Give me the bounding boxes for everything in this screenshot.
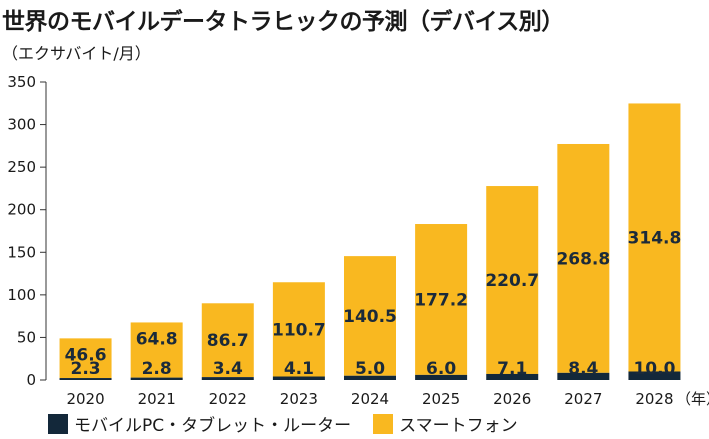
x-tick-label-2026: 2026 [493,390,531,408]
bar-smartphone-2020 [59,338,112,379]
bar-pc-2027 [557,372,610,380]
x-axis-unit: （年） [676,390,709,408]
y-tick-label-150: 150 [7,243,36,261]
bar-pc-2022 [201,377,254,380]
data-label-pc-2026: 7.1 [497,359,527,379]
data-label-smartphone-2027: 268.8 [556,249,610,269]
data-label-pc-2025: 6.0 [426,359,456,379]
legend-label-pc: モバイルPC・タブレット・ルーター [74,416,352,436]
x-tick-label-2027: 2027 [564,390,602,408]
data-label-pc-2023: 4.1 [284,359,314,379]
y-tick-label-350: 350 [7,73,36,91]
y-tick-label-300: 300 [7,116,36,134]
bar-smartphone-2025 [415,224,468,375]
y-tick-label-50: 50 [17,328,36,346]
x-tick-label-2022: 2022 [209,390,247,408]
data-label-pc-2022: 3.4 [213,359,243,379]
bar-pc-2028 [628,371,681,380]
legend: モバイルPC・タブレット・ルーター スマートフォン [48,411,540,436]
data-label-smartphone-2024: 140.5 [343,307,397,327]
data-label-smartphone-2021: 64.8 [136,329,178,349]
legend-swatch-pc [48,413,68,434]
bar-pc-2026 [486,373,539,380]
y-tick-label-0: 0 [26,371,36,389]
data-label-pc-2027: 8.4 [568,359,598,379]
bar-smartphone-2021 [130,322,183,378]
data-label-pc-2024: 5.0 [355,359,385,379]
y-axis-unit: （エクサバイト/月） [2,44,151,63]
data-label-smartphone-2023: 110.7 [272,320,326,340]
bar-pc-2023 [272,376,325,380]
x-tick-label-2028: 2028 [635,390,673,408]
bar-pc-2024 [344,375,396,380]
chart-title: 世界のモバイルデータトラヒックの予測（デバイス別） [2,9,564,35]
data-label-smartphone-2020: 46.6 [65,345,107,365]
bar-smartphone-2022 [201,303,254,378]
x-tick-label-2023: 2023 [280,390,318,408]
legend-item-pc: モバイルPC・タブレット・ルーター [48,411,351,436]
bar-smartphone-2028 [628,103,681,372]
x-tick-label-2025: 2025 [422,390,460,408]
bar-smartphone-2026 [486,186,539,374]
y-tick-label-200: 200 [7,201,36,219]
x-tick-label-2020: 2020 [66,390,104,408]
y-tick-label-100: 100 [7,286,36,304]
data-label-smartphone-2025: 177.2 [414,290,468,310]
x-tick-label-2024: 2024 [351,390,389,408]
legend-item-smartphone: スマートフォン [373,411,518,436]
x-tick-label-2021: 2021 [138,390,176,408]
legend-label-smartphone: スマートフォン [399,416,518,436]
data-label-pc-2020: 2.3 [70,359,100,379]
bar-smartphone-2027 [557,143,610,373]
bar-smartphone-2024 [344,256,396,376]
bar-pc-2021 [130,377,183,380]
bar-pc-2025 [415,374,468,380]
data-label-smartphone-2026: 220.7 [485,271,539,291]
bar-smartphone-2023 [272,282,325,377]
data-label-smartphone-2028: 314.8 [628,228,682,248]
bar-pc-2020 [59,378,112,380]
data-label-pc-2021: 2.8 [142,359,172,379]
data-label-smartphone-2022: 86.7 [207,331,249,351]
y-tick-label-250: 250 [7,158,36,176]
legend-swatch-smartphone [373,413,394,434]
data-label-pc-2028: 10.0 [633,359,675,379]
